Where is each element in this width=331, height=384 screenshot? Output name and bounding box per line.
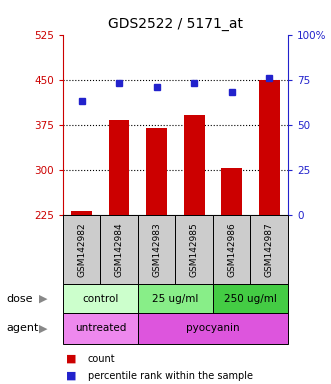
Bar (146, 128, 167, 215)
Text: ▶: ▶ (39, 323, 47, 333)
Text: ■: ■ (66, 371, 77, 381)
Bar (138, 313, 288, 344)
Text: 25 ug/ml: 25 ug/ml (152, 293, 199, 304)
Text: count: count (88, 354, 115, 364)
Text: pyocyanin: pyocyanin (186, 323, 240, 333)
Bar (100, 215, 138, 284)
Bar (213, 215, 251, 284)
Text: GSM142986: GSM142986 (227, 222, 236, 277)
Bar (213, 284, 288, 313)
Bar (109, 120, 129, 215)
Bar (175, 215, 213, 284)
Text: GSM142982: GSM142982 (77, 222, 86, 277)
Text: GSM142987: GSM142987 (265, 222, 274, 277)
Text: untreated: untreated (75, 323, 126, 333)
Text: control: control (82, 293, 118, 304)
Text: percentile rank within the sample: percentile rank within the sample (88, 371, 253, 381)
Bar (259, 80, 279, 215)
Text: GSM142984: GSM142984 (115, 222, 124, 277)
Text: 250 ug/ml: 250 ug/ml (224, 293, 277, 304)
Bar (63, 215, 100, 284)
Bar (251, 215, 288, 284)
Text: ▶: ▶ (39, 293, 47, 304)
Bar (138, 215, 175, 284)
Bar (184, 114, 205, 215)
Text: GSM142985: GSM142985 (190, 222, 199, 277)
Bar (63, 313, 138, 344)
Text: ■: ■ (66, 354, 77, 364)
Text: dose: dose (7, 293, 33, 304)
Bar (63, 284, 138, 313)
Text: GDS2522 / 5171_at: GDS2522 / 5171_at (108, 17, 243, 31)
Bar (138, 284, 213, 313)
Bar (71, 211, 92, 215)
Text: GSM142983: GSM142983 (152, 222, 161, 277)
Text: agent: agent (7, 323, 39, 333)
Bar (221, 167, 242, 215)
